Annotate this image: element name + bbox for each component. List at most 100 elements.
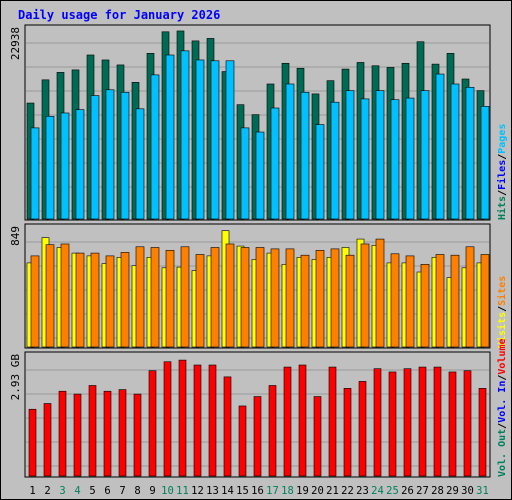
- sites-bar: [300, 254, 310, 348]
- volume-bar: [313, 396, 322, 477]
- legend: Hits/Files/Pages: [496, 124, 508, 220]
- sites-bar: [90, 252, 100, 348]
- files-bar: [375, 90, 385, 220]
- files-bar: [165, 54, 175, 220]
- files-bar: [240, 127, 250, 220]
- day-label: 2: [44, 485, 50, 497]
- volume-bar: [58, 390, 67, 477]
- volume-bar: [418, 366, 427, 477]
- sites-bar: [285, 248, 295, 348]
- files-bar: [285, 83, 295, 220]
- sites-bar: [360, 243, 370, 348]
- files-bar: [450, 83, 460, 220]
- sites-bar: [150, 247, 160, 348]
- sites-bar: [405, 255, 415, 348]
- sites-bar: [330, 248, 340, 348]
- legend-item: /: [497, 423, 508, 429]
- volume-bar: [148, 370, 157, 477]
- volume-bar: [268, 385, 277, 477]
- volume-bar: [193, 364, 202, 477]
- files-bar: [150, 74, 160, 220]
- sites-bar: [435, 254, 445, 348]
- sites-bar: [180, 246, 190, 348]
- files-bar: [390, 99, 400, 220]
- day-label: 29: [446, 485, 459, 497]
- sites-bar: [195, 254, 205, 348]
- day-label: 22: [341, 485, 354, 497]
- sites-bar: [315, 249, 325, 348]
- day-label: 12: [191, 485, 204, 497]
- files-bar: [45, 115, 55, 220]
- volume-bar: [178, 359, 187, 477]
- legend-item: Hits: [496, 196, 508, 220]
- sites-bar: [105, 255, 115, 348]
- volume-bar: [118, 389, 127, 477]
- volume-bar: [433, 366, 442, 477]
- volume-bar: [133, 393, 142, 477]
- day-label: 4: [74, 485, 80, 497]
- files-bar: [210, 60, 220, 220]
- sites-bar: [45, 244, 55, 348]
- files-bar: [105, 89, 115, 220]
- files-bar: [75, 109, 85, 220]
- day-label: 3: [59, 485, 65, 497]
- day-label: 18: [281, 485, 294, 497]
- day-label: 15: [236, 485, 249, 497]
- sites-bar: [135, 246, 145, 348]
- day-label: 25: [386, 485, 399, 497]
- chart-title: Daily usage for January 2026: [18, 8, 220, 22]
- legend-item: Vol. Out: [497, 429, 508, 477]
- files-bar: [60, 112, 70, 220]
- day-label: 19: [296, 485, 309, 497]
- volume-bar: [73, 393, 82, 477]
- volume-bar: [43, 403, 52, 477]
- day-label: 10: [161, 485, 174, 497]
- day-label: 9: [149, 485, 155, 497]
- day-label: 16: [251, 485, 264, 497]
- legend-item: /: [497, 154, 508, 160]
- files-bar: [420, 90, 430, 220]
- volume-bar: [163, 361, 172, 477]
- files-bar: [405, 97, 415, 220]
- volume-bar: [373, 368, 382, 477]
- volume-bar: [343, 388, 352, 477]
- files-bar: [330, 101, 340, 220]
- day-label: 7: [119, 485, 125, 497]
- volume-bar: [208, 364, 217, 477]
- day-label: 5: [89, 485, 95, 497]
- day-label: 28: [431, 485, 444, 497]
- legend-item: /: [497, 190, 508, 196]
- files-bar: [435, 73, 445, 220]
- sites-bar: [30, 255, 40, 348]
- files-bar: [345, 90, 355, 220]
- files-bar: [90, 95, 100, 220]
- sites-bar: [75, 252, 85, 348]
- sites-bar: [60, 243, 70, 348]
- volume-bar: [298, 364, 307, 477]
- y-max-label: 2.93 GB: [9, 354, 22, 401]
- day-label: 24: [371, 485, 384, 497]
- y-max-label: 22938: [9, 27, 22, 60]
- files-bar: [225, 60, 235, 220]
- volume-bar: [28, 408, 37, 477]
- files-bar: [360, 98, 370, 220]
- sites-bar: [345, 254, 355, 348]
- files-bar: [315, 124, 325, 220]
- sites-bar: [480, 254, 490, 348]
- volume-bar: [253, 396, 262, 477]
- legend-item: Files: [496, 160, 508, 190]
- visits-sites-panel: [24, 223, 491, 349]
- sites-bar: [375, 238, 385, 348]
- sites-bar: [450, 254, 460, 348]
- day-label: 13: [206, 485, 219, 497]
- files-bar: [180, 50, 190, 220]
- sites-bar: [465, 246, 475, 348]
- files-bar: [30, 127, 40, 220]
- volume-bar: [388, 371, 397, 477]
- x-axis-day-labels: 1 2 3 4 5 6 7 8 9 10 11 12 13 14 15 16 17 18 19 20 21 22 23 24 2…: [29, 485, 488, 497]
- hits-files-panel: [24, 24, 491, 221]
- files-bar: [135, 108, 145, 220]
- legend-item: Pages: [497, 124, 508, 154]
- volume-bar: [328, 366, 337, 477]
- volume-bar: [103, 390, 112, 477]
